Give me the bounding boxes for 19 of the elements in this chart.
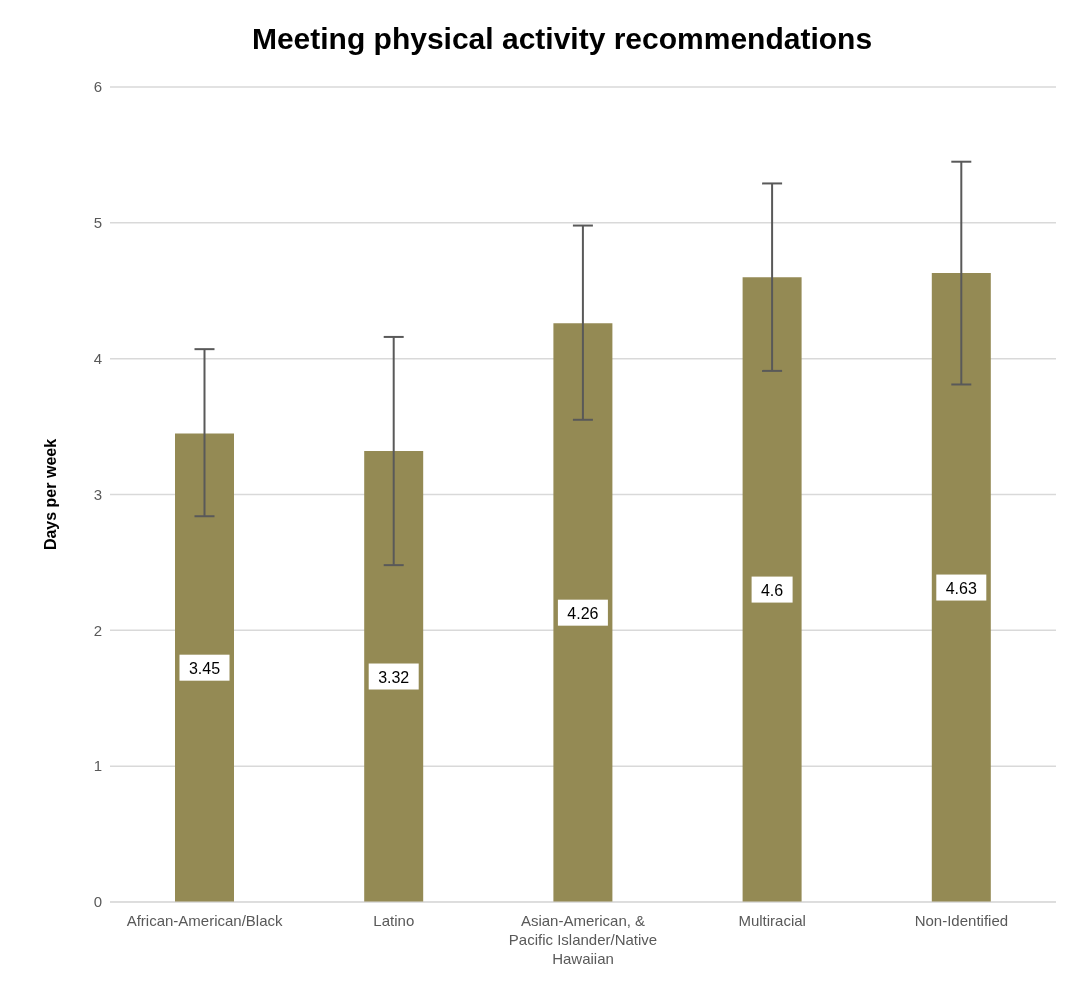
x-tick-label: Non-Identified	[914, 912, 1009, 929]
data-label: 3.45	[188, 659, 221, 677]
y-tick-label: 3	[93, 485, 102, 503]
chart-title: Meeting physical activity recommendations	[250, 22, 874, 57]
x-tick-label: Latino	[373, 912, 415, 929]
data-label: 3.32	[378, 668, 410, 686]
data-label: 4.26	[567, 604, 599, 622]
data-label: 4.6	[760, 581, 784, 599]
y-tick-label: 4	[93, 349, 102, 367]
y-tick-label: 6	[93, 78, 102, 96]
y-axis-title: Days per week	[41, 438, 59, 551]
x-tick-label: African-American/Black	[126, 912, 284, 929]
y-tick-label: 2	[93, 621, 102, 639]
x-tick-label: Asian-American, & Pacific Islander/Native Hawaiian	[508, 912, 658, 967]
y-tick-label: 1	[93, 757, 102, 775]
y-tick-label: 5	[93, 214, 102, 232]
x-tick-label: Multiracial	[738, 912, 806, 929]
y-tick-label: 0	[93, 893, 102, 911]
data-label: 4.63	[945, 579, 977, 597]
